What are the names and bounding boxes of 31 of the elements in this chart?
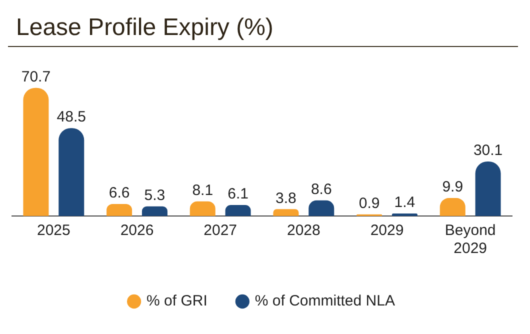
- data-label: 6.1: [228, 186, 248, 203]
- data-label: 8.6: [310, 181, 332, 198]
- data-label: 1.4: [394, 194, 416, 212]
- bar: [142, 206, 168, 216]
- data-label: 9.9: [442, 178, 464, 196]
- data-label: 30.1: [473, 142, 503, 160]
- data-label: 5.3: [144, 187, 166, 204]
- data-label: 48.5: [56, 108, 86, 126]
- x-tick-label: 2027: [204, 222, 238, 240]
- bar: [392, 213, 418, 216]
- legend-label: % of Committed NLA: [254, 292, 395, 310]
- chart-title: Lease Profile Expiry (%): [15, 13, 274, 43]
- x-tick-label: 2026: [120, 222, 154, 240]
- bar: [273, 209, 299, 216]
- bar: [106, 204, 132, 216]
- x-tick-label: 2025: [36, 222, 70, 240]
- x-tick-label: 2029: [370, 222, 404, 240]
- data-label: 8.1: [192, 182, 214, 199]
- data-label: 0.9: [358, 195, 380, 212]
- bar: [23, 88, 49, 216]
- data-label: 6.6: [108, 184, 130, 202]
- data-label: 3.8: [276, 190, 296, 207]
- x-tick-label: Beyond 2029: [444, 222, 496, 258]
- data-label: 70.7: [21, 68, 51, 86]
- legend-label: % of GRI: [146, 292, 208, 310]
- bar: [225, 204, 251, 216]
- bar: [190, 201, 216, 216]
- bar: [308, 200, 334, 216]
- x-tick-label: 2028: [286, 222, 320, 240]
- bar: [58, 128, 84, 216]
- bar: [475, 161, 501, 216]
